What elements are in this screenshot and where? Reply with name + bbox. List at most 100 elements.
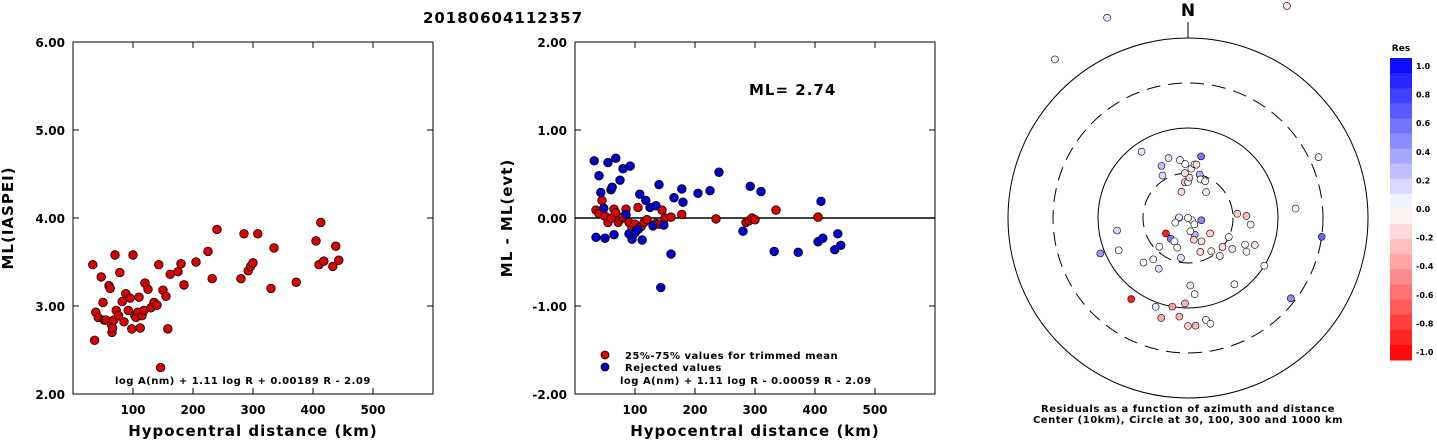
data-point: [745, 181, 755, 192]
colorbar-cell: [1390, 103, 1412, 119]
data-point: [818, 233, 828, 243]
residual-point: [1314, 153, 1323, 161]
data-point: [596, 187, 606, 198]
residual-point: [1173, 243, 1182, 252]
data-point: [107, 323, 118, 333]
residual-point: [1224, 233, 1233, 241]
colorbar-cell: [1390, 329, 1412, 346]
ml-vs-distance-panel: 100 200 300 400 500 2.00 3.00 4.00 5.00 6.00 ML(I…: [0, 36, 434, 440]
x-tick-label: 300: [742, 403, 767, 417]
data-point: [678, 197, 688, 207]
residual-vs-distance-panel: 100 200 300 400 500 -2.00 -1.00 0.00 1.00 2.00 ML…: [498, 36, 936, 440]
data-point: [319, 256, 329, 266]
colorbar-tick-label: 0.2: [1416, 176, 1430, 185]
data-point: [163, 324, 173, 334]
x-tick-label: 500: [862, 403, 887, 417]
colorbar-cell: [1390, 178, 1412, 195]
residual-point: [1181, 160, 1189, 168]
colorbar-tick-label: 0.0: [1416, 205, 1431, 214]
residual-point: [1230, 280, 1239, 289]
residual-point: [1197, 216, 1206, 225]
residual-point: [1154, 264, 1163, 273]
y-tick-label: 3.00: [35, 300, 65, 314]
colorbar-cell: [1390, 269, 1412, 285]
residual-point: [1190, 235, 1198, 244]
data-point: [654, 179, 664, 190]
data-point: [633, 224, 643, 235]
colorbar-cell: [1390, 239, 1412, 255]
residual-point: [1171, 218, 1180, 227]
x-tick-label: 500: [360, 403, 385, 417]
residual-point: [1103, 13, 1111, 22]
residual-point: [1157, 314, 1166, 322]
data-point: [134, 292, 144, 302]
ml-annotation: ML= 2.74: [749, 81, 836, 99]
data-point: [635, 189, 645, 199]
data-point: [334, 255, 344, 265]
residual-point: [1181, 299, 1189, 308]
plot-frame: [72, 41, 434, 395]
data-point: [836, 240, 846, 250]
data-point: [316, 217, 326, 228]
formula-label: log A(nm) + 1.11 log R + 0.00189 R - 2.0…: [115, 376, 371, 387]
x-tick-label: 100: [120, 403, 145, 417]
data-point: [711, 214, 721, 224]
residual-point: [1241, 240, 1249, 249]
residual-point: [1206, 319, 1215, 328]
residual-point: [1197, 152, 1205, 161]
y-tick-label: 1.00: [537, 124, 567, 138]
colorbar-cell: [1390, 224, 1412, 240]
data-point: [677, 184, 687, 194]
residual-point: [1177, 188, 1186, 196]
data-point: [793, 247, 803, 258]
residual-point: [1184, 214, 1192, 222]
residual-point: [1246, 220, 1255, 229]
data-point: [88, 259, 98, 270]
y-axis-label: ML - ML(evt): [498, 159, 516, 277]
residual-point: [1242, 212, 1251, 220]
data-point: [212, 224, 222, 235]
colorbar-title: Res: [1392, 44, 1410, 54]
data-point: [269, 243, 279, 253]
colorbar-cell: [1390, 118, 1412, 134]
residual-point: [1114, 246, 1123, 255]
x-tick-label: 400: [300, 403, 325, 417]
data-point: [648, 221, 658, 231]
colorbar-tick-label: 0.6: [1416, 119, 1431, 128]
colorbar-tick-label: -1.0: [1416, 348, 1434, 357]
residual-point: [1242, 247, 1251, 256]
residual-point: [1196, 248, 1205, 256]
data-point: [154, 259, 164, 270]
data-point: [98, 297, 108, 308]
data-point: [641, 195, 651, 206]
residual-point: [1287, 294, 1295, 303]
data-point: [143, 284, 153, 294]
data-point: [769, 246, 779, 257]
data-point: [161, 291, 171, 302]
residual-point: [1127, 295, 1136, 303]
legend-marker-trimmed: [600, 350, 610, 360]
data-point: [714, 167, 724, 177]
legend-label-trimmed: 25%-75% values for trimmed mean: [625, 351, 838, 362]
colorbar-tick-label: -0.8: [1416, 319, 1434, 328]
data-point: [203, 246, 213, 257]
data-point: [207, 274, 217, 284]
x-tick-label: 300: [240, 403, 265, 417]
data-point: [611, 208, 621, 218]
residual-point: [1260, 261, 1269, 270]
data-point: [666, 249, 676, 259]
residual-point: [1162, 229, 1170, 238]
y-tick-label: 6.00: [35, 36, 65, 50]
data-point: [127, 324, 137, 334]
data-point: [756, 186, 766, 197]
data-point: [625, 161, 635, 171]
residual-point: [1233, 209, 1242, 218]
data-point: [105, 283, 115, 294]
colorbar-cell: [1390, 193, 1412, 210]
data-point: [677, 209, 687, 220]
data-point: [135, 323, 145, 333]
data-point: [656, 282, 666, 293]
data-point: [659, 220, 669, 230]
residual-point: [1151, 303, 1160, 311]
